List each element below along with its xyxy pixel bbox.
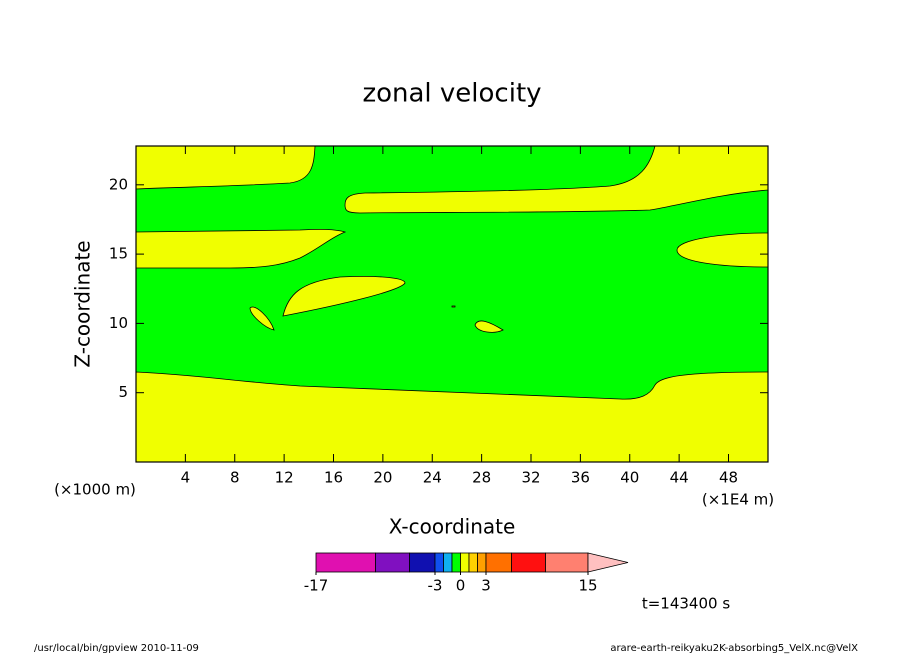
y-tick-label: 20	[109, 175, 128, 193]
contour-region	[135, 229, 347, 269]
contour-region	[451, 305, 456, 308]
y-axis-label: Z-coordinate	[71, 240, 95, 367]
contour-region	[135, 371, 769, 463]
x-unit-left: (×1000 m)	[54, 481, 136, 499]
contour-region	[676, 232, 769, 268]
contour-region	[135, 145, 316, 190]
colorbar-segment	[485, 552, 512, 573]
x-tick-label: 28	[472, 469, 491, 487]
y-tick-label: 15	[109, 245, 128, 263]
y-tick-label: 5	[118, 383, 128, 401]
contour-region	[282, 275, 406, 317]
colorbar-segment	[451, 552, 461, 573]
x-tick-label: 16	[324, 469, 343, 487]
contour-region	[474, 320, 504, 333]
contour-region	[249, 306, 275, 331]
colorbar-overflow	[587, 552, 629, 573]
colorbar-segment	[315, 552, 376, 573]
x-tick-label: 24	[423, 469, 442, 487]
contour-field	[135, 145, 769, 463]
x-tick-label: 32	[521, 469, 540, 487]
colorbar-segment	[375, 552, 410, 573]
colorbar-segment	[511, 552, 546, 573]
time-label: t=143400 s	[642, 595, 730, 613]
colorbar-segment	[477, 552, 487, 573]
footer-left: /usr/local/bin/gpview 2010-11-09	[34, 643, 199, 654]
colorbar-tick-label: 0	[456, 577, 466, 595]
contour-region	[344, 145, 769, 214]
colorbar-segment	[409, 552, 436, 573]
y-tick-label: 10	[109, 314, 128, 332]
x-tick-label: 12	[275, 469, 294, 487]
colorbar-segment	[434, 552, 444, 573]
x-axis-label: X-coordinate	[389, 515, 516, 539]
x-tick-label: 36	[571, 469, 590, 487]
colorbar-tick-label: -3	[428, 577, 443, 595]
x-tick-label: 20	[373, 469, 392, 487]
colorbar-tick-label: -17	[304, 577, 329, 595]
x-tick-label: 44	[670, 469, 689, 487]
footer-right: arare-earth-reikyaku2K-absorbing5_VelX.n…	[610, 643, 858, 654]
colorbar-tick-label: 3	[481, 577, 491, 595]
colorbar-segment	[545, 552, 589, 573]
chart-title: zonal velocity	[362, 79, 541, 109]
x-unit-right: (×1E4 m)	[702, 491, 774, 509]
colorbar-tick-label: 15	[578, 577, 597, 595]
x-tick-label: 40	[620, 469, 639, 487]
plot-frame	[135, 145, 769, 463]
colorbar-segment	[460, 552, 470, 573]
colorbar-segment	[443, 552, 453, 573]
x-tick-label: 8	[230, 469, 240, 487]
colorbar-segment	[468, 552, 478, 573]
x-tick-label: 48	[719, 469, 738, 487]
x-tick-label: 4	[181, 469, 191, 487]
